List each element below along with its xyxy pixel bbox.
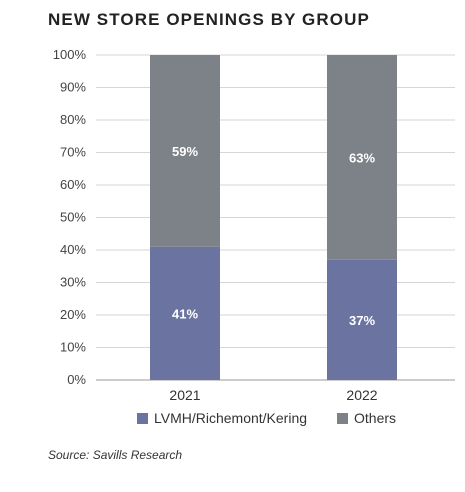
data-label-2022-others: 63% <box>349 150 375 165</box>
y-tick-20pct: 20% <box>60 307 86 322</box>
bar-2021-others <box>150 55 220 247</box>
bar-2022-others <box>327 55 397 260</box>
legend-label-others: Others <box>354 410 397 426</box>
y-tick-70pct: 70% <box>60 145 86 160</box>
bar-2022-lvmh <box>327 259 397 380</box>
bar-2021-lvmh <box>150 246 220 380</box>
legend-swatch-others <box>337 412 349 424</box>
data-labels: 41% 59% 37% 63% <box>172 144 375 328</box>
data-label-2021-lvmh: 41% <box>172 306 198 321</box>
gridlines <box>96 54 455 381</box>
legend-item-others: Others <box>337 410 396 426</box>
y-tick-40pct: 40% <box>60 242 86 257</box>
y-tick-30pct: 30% <box>60 275 86 290</box>
stacked-bar-chart: 0% 10% 20% 30% 40% 50% 60% 70% 80% 90% 100% 41% 59%… <box>53 47 455 403</box>
bars <box>150 55 397 380</box>
x-tick-2021: 2021 <box>169 387 200 403</box>
chart-title: NEW STORE OPENINGS BY GROUP <box>48 10 370 29</box>
legend-label-lvmh: LVMH/Richemont/Kering <box>154 410 308 426</box>
data-label-2021-others: 59% <box>172 144 198 159</box>
y-tick-0pct: 0% <box>67 372 86 387</box>
source-note: Source: Savills Research <box>48 448 183 462</box>
x-tick-2022: 2022 <box>346 387 377 403</box>
y-tick-50pct: 50% <box>60 210 86 225</box>
legend-swatch-lvmh <box>137 412 148 424</box>
data-label-2022-lvmh: 37% <box>349 313 375 328</box>
y-tick-60pct: 60% <box>60 177 86 192</box>
y-axis-ticks: 0% 10% 20% 30% 40% 50% 60% 70% 80% 90% 100% <box>53 47 87 387</box>
legend: LVMH/Richemont/Kering Others <box>137 410 426 426</box>
y-tick-80pct: 80% <box>60 112 86 127</box>
y-tick-10pct: 10% <box>60 340 86 355</box>
y-tick-90pct: 90% <box>60 80 86 95</box>
x-axis-ticks: 2021 2022 <box>169 387 377 403</box>
legend-item-lvmh: LVMH/Richemont/Kering <box>137 410 307 426</box>
y-tick-100pct: 100% <box>53 47 87 62</box>
